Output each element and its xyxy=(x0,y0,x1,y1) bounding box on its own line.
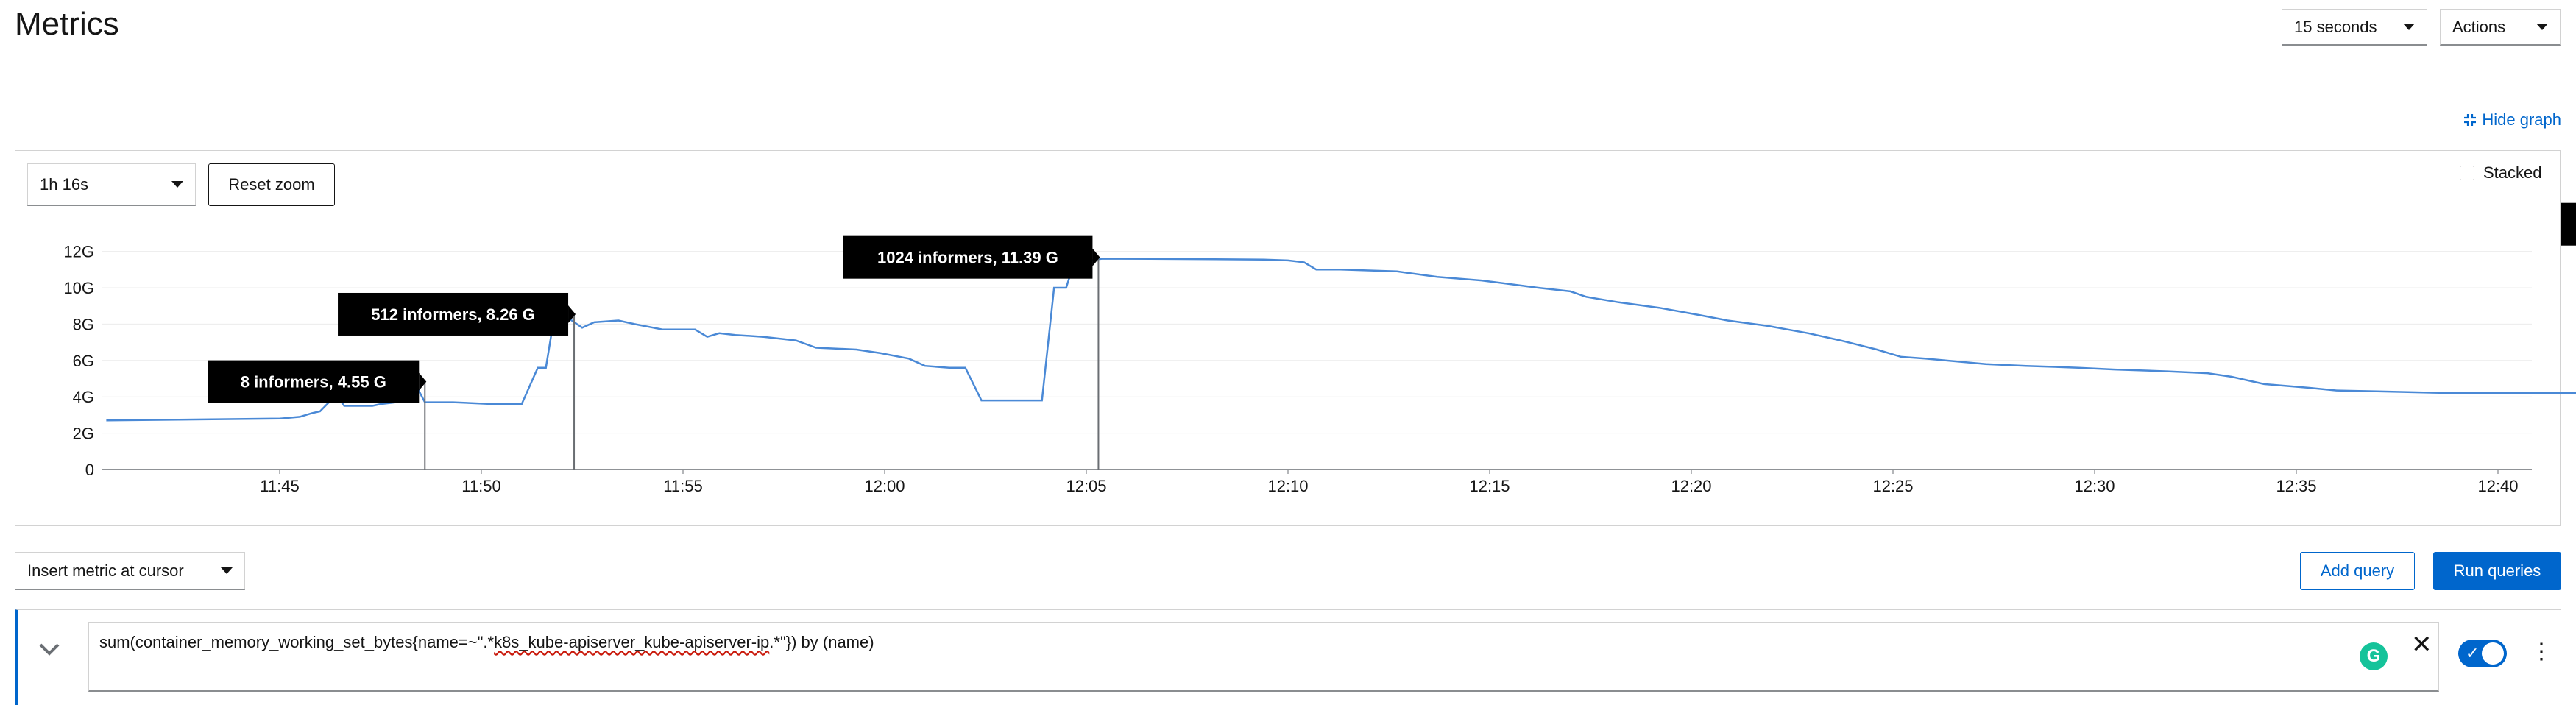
y-tick-label: 8G xyxy=(73,315,94,333)
y-tick-label: 12G xyxy=(63,243,94,261)
hide-graph-label: Hide graph xyxy=(2482,110,2561,129)
actions-dropdown[interactable]: Actions xyxy=(2440,9,2561,46)
x-tick-label: 12:25 xyxy=(1872,477,1913,495)
toggle-knob xyxy=(2482,642,2504,665)
page-title: Metrics xyxy=(15,6,119,42)
x-tick-label: 11:45 xyxy=(260,477,299,495)
annotation-pointer xyxy=(568,305,576,323)
query-row xyxy=(15,609,2561,705)
x-tick-label: 12:20 xyxy=(1671,477,1711,495)
stacked-label: Stacked xyxy=(2483,163,2542,182)
reset-zoom-button[interactable]: Reset zoom xyxy=(208,163,335,206)
query-text-prefix: sum(container_memory_working_set_bytes{n… xyxy=(99,633,495,651)
annotation-box xyxy=(338,292,569,336)
query-expression-input[interactable]: sum(container_memory_working_set_bytes{n… xyxy=(88,622,2439,692)
query-text-misspelled: k8s_kube-apiserver_kube-apiserver-ip xyxy=(494,633,770,651)
caret-down-icon xyxy=(171,181,183,188)
close-icon[interactable]: ✕ xyxy=(2411,631,2432,659)
x-tick-label: 12:40 xyxy=(2477,477,2518,495)
grammarly-icon[interactable]: G xyxy=(2360,642,2388,670)
time-range-value: 1h 16s xyxy=(40,174,89,194)
query-text-suffix: .*"}) by (name) xyxy=(769,633,874,651)
refresh-interval-value: 15 seconds xyxy=(2294,17,2377,36)
add-query-button[interactable]: Add query xyxy=(2300,552,2415,590)
time-range-dropdown[interactable]: 1h 16s xyxy=(27,163,196,206)
annotation-label: 8 informers, 4.55 G xyxy=(241,373,386,392)
annotation-box xyxy=(843,235,1093,279)
x-tick-label: 12:15 xyxy=(1469,477,1510,495)
actions-label: Actions xyxy=(2452,17,2506,36)
caret-down-icon xyxy=(2536,24,2548,30)
caret-down-icon xyxy=(221,567,233,574)
graph-panel xyxy=(15,150,2561,526)
check-icon: ✓ xyxy=(2466,644,2480,662)
annotation-box xyxy=(2561,202,2576,246)
x-tick-label: 12:30 xyxy=(2074,477,2115,495)
x-tick-label: 11:55 xyxy=(663,477,702,495)
kebab-menu-icon[interactable]: ⋮ xyxy=(2530,640,2552,664)
annotation-label: 512 informers, 8.26 G xyxy=(371,305,535,324)
y-tick-label: 4G xyxy=(73,388,94,406)
y-tick-label: 10G xyxy=(63,279,94,297)
query-enabled-toggle[interactable]: ✓ xyxy=(2458,640,2507,667)
stacked-checkbox-group[interactable]: Stacked xyxy=(2460,163,2542,183)
caret-down-icon xyxy=(2403,24,2415,30)
annotation-pointer xyxy=(419,372,427,391)
annotation-layer: 8 informers, 4.55 G 512 informers, 8.26 G… xyxy=(208,202,2576,470)
run-queries-button[interactable]: Run queries xyxy=(2433,552,2561,590)
refresh-interval-dropdown[interactable]: 15 seconds xyxy=(2282,9,2427,46)
x-tick-label: 12:10 xyxy=(1267,477,1308,495)
memory-chart[interactable]: 0 2G 4G 6G 8G 10G 12G 11:45 11:50 11:55 12:00 12:05… xyxy=(0,0,2576,530)
y-tick-label: 6G xyxy=(73,352,94,370)
insert-metric-label: Insert metric at cursor xyxy=(27,561,184,580)
x-tick-label: 12:00 xyxy=(864,477,905,495)
y-tick-label: 0 xyxy=(85,461,94,479)
stacked-checkbox[interactable] xyxy=(2460,166,2474,180)
hide-graph-button[interactable]: Hide graph xyxy=(2463,110,2561,130)
grid-layer xyxy=(102,251,2532,470)
annotation-label: 1024 informers, 11.39 G xyxy=(877,249,1058,267)
x-tick-label: 11:50 xyxy=(461,477,500,495)
chevron-down-icon[interactable] xyxy=(38,642,60,656)
compress-icon xyxy=(2464,114,2477,126)
axis-layer: 0 2G 4G 6G 8G 10G 12G 11:45 11:50 11:55 12:00 12:05… xyxy=(63,243,2518,495)
x-tick-label: 12:05 xyxy=(1066,477,1106,495)
insert-metric-dropdown[interactable]: Insert metric at cursor xyxy=(15,552,245,590)
annotation-box xyxy=(208,360,420,403)
x-tick-label: 12:35 xyxy=(2276,477,2316,495)
annotation-pointer xyxy=(1092,248,1100,266)
y-tick-label: 2G xyxy=(73,425,94,443)
